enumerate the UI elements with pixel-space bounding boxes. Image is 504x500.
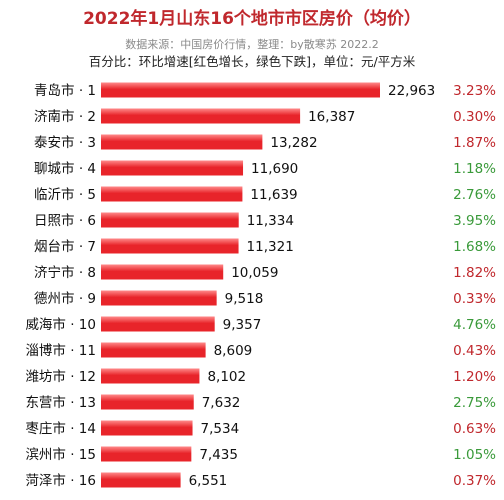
value-label: 9,518 [225,291,264,307]
category-label: 东营市 · 13 [25,394,96,411]
bar [101,186,243,202]
category-label: 滨州市 · 15 [25,446,96,463]
percent-label: 3.23% [453,83,496,99]
bar [101,212,239,228]
category-label: 聊城市 · 4 [34,160,96,177]
bar [101,160,244,176]
percent-label: 3.95% [453,213,496,229]
category-label: 日照市 · 6 [34,212,96,229]
bar [101,420,193,436]
percent-label: 1.05% [453,447,496,463]
value-label: 9,357 [223,317,262,333]
chart-note: 百分比：环比增速[红色增长，绿色下跌]，单位：元/平方米 [88,54,416,69]
value-label: 16,387 [308,109,355,125]
category-label: 威海市 · 10 [25,316,96,333]
percent-label: 4.76% [453,317,496,333]
percent-label: 0.63% [453,421,496,437]
value-label: 7,534 [201,421,240,437]
value-label: 11,334 [247,213,294,229]
category-label: 泰安市 · 3 [34,134,96,151]
category-label: 青岛市 · 1 [34,82,96,99]
bar [101,82,380,98]
percent-label: 0.30% [453,109,496,125]
percent-label: 1.82% [453,265,496,281]
category-label: 济南市 · 2 [34,108,96,125]
bar [101,134,263,150]
percent-label: 1.68% [453,239,496,255]
value-label: 11,639 [250,187,297,203]
category-label: 济宁市 · 8 [34,264,96,281]
percent-label: 2.76% [453,187,496,203]
bar [101,446,192,462]
percent-label: 1.20% [453,369,496,385]
percent-label: 0.33% [453,291,496,307]
category-label: 枣庄市 · 14 [25,420,96,437]
value-label: 11,690 [251,161,298,177]
percent-label: 1.87% [453,135,496,151]
bar [101,108,301,124]
value-label: 7,632 [202,395,241,411]
category-label: 德州市 · 9 [34,290,96,307]
chart-title: 2022年1月山东16个地市市区房价（均价） [83,9,421,29]
chart-subtitle: 数据来源：中国房价行情，整理：by散寒苏 2022.2 [125,38,379,51]
category-label: 潍坊市 · 12 [25,368,96,385]
value-label: 8,102 [207,369,246,385]
value-label: 13,282 [270,135,317,151]
value-label: 11,321 [247,239,294,255]
bar [101,238,239,254]
category-label: 菏泽市 · 16 [25,472,96,489]
percent-label: 1.18% [453,161,496,177]
bar [101,472,181,488]
bar [101,316,215,332]
value-label: 22,963 [388,83,435,99]
value-label: 6,551 [189,473,228,489]
bar [101,342,206,358]
value-label: 7,435 [199,447,238,463]
category-label: 临沂市 · 5 [34,186,96,203]
bar [101,368,200,384]
bar [101,264,224,280]
percent-label: 0.37% [453,473,496,489]
bar [101,290,217,306]
category-label: 淄博市 · 11 [25,342,96,359]
category-label: 烟台市 · 7 [34,238,96,255]
percent-label: 2.75% [453,395,496,411]
value-label: 8,609 [214,343,253,359]
percent-label: 0.43% [453,343,496,359]
value-label: 10,059 [231,265,278,281]
bar [101,394,194,410]
